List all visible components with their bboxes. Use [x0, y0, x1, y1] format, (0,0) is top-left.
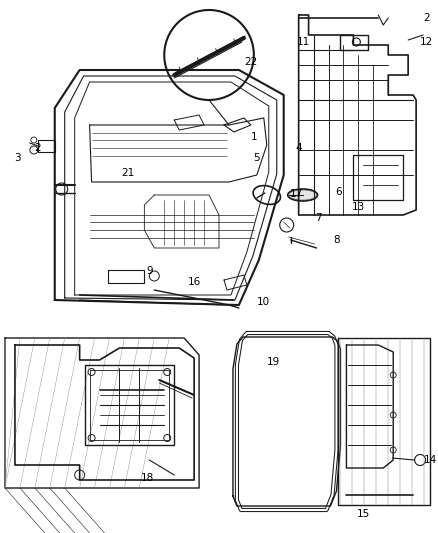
Text: 14: 14 — [424, 455, 437, 465]
Text: 16: 16 — [187, 277, 201, 287]
Text: 15: 15 — [357, 509, 370, 519]
Text: 2: 2 — [423, 13, 429, 23]
Text: 5: 5 — [254, 153, 260, 163]
Text: 22: 22 — [244, 57, 258, 67]
Text: 2: 2 — [35, 143, 41, 153]
Text: 4: 4 — [295, 143, 302, 153]
Text: 8: 8 — [333, 235, 340, 245]
Text: 11: 11 — [297, 37, 310, 47]
Text: 18: 18 — [141, 473, 154, 483]
Ellipse shape — [289, 190, 317, 200]
Text: 12: 12 — [420, 37, 433, 47]
Text: 13: 13 — [352, 202, 365, 212]
Text: 19: 19 — [267, 357, 280, 367]
Text: 6: 6 — [335, 187, 342, 197]
Text: 10: 10 — [257, 297, 270, 307]
Text: 1: 1 — [251, 132, 257, 142]
Text: 17: 17 — [290, 189, 303, 199]
Text: 7: 7 — [315, 213, 322, 223]
Text: 3: 3 — [14, 153, 21, 163]
Text: 21: 21 — [121, 168, 134, 178]
Text: 9: 9 — [146, 266, 152, 276]
